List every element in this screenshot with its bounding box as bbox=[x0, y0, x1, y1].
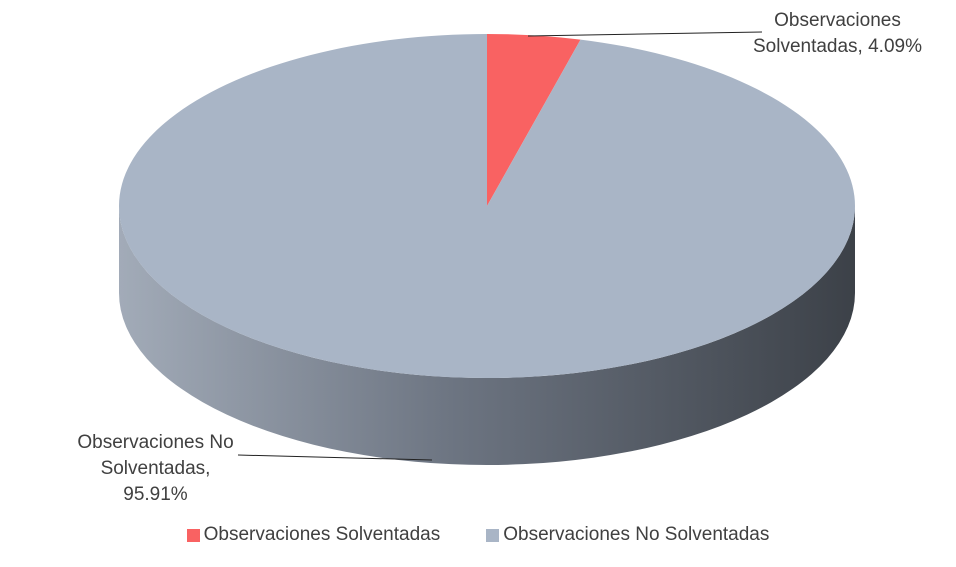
legend-swatch bbox=[186, 528, 200, 542]
pie-slice bbox=[487, 34, 581, 206]
leader-line bbox=[527, 31, 763, 37]
legend-item: Observaciones Solventadas bbox=[186, 524, 441, 546]
pie-slice bbox=[118, 34, 856, 379]
legend-label: Observaciones Solventadas bbox=[203, 524, 441, 545]
data-label: Observaciones Solventadas, 4.09% bbox=[752, 10, 922, 57]
legend-label: Observaciones No Solventadas bbox=[503, 524, 770, 545]
data-label: Observaciones No Solventadas, 95.91% bbox=[77, 432, 234, 505]
legend: Observaciones Solventadas Observaciones N… bbox=[0, 524, 956, 546]
legend-swatch bbox=[486, 528, 500, 542]
leader-line bbox=[237, 454, 433, 461]
legend-item: Observaciones No Solventadas bbox=[486, 524, 769, 546]
pie-side bbox=[119, 206, 855, 465]
